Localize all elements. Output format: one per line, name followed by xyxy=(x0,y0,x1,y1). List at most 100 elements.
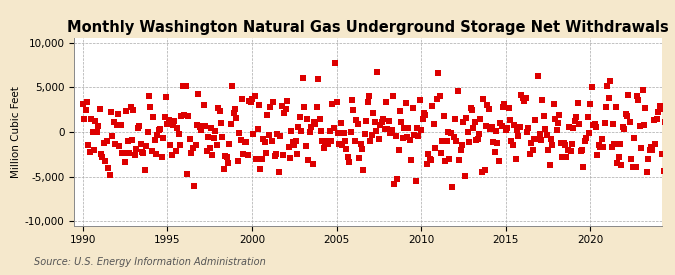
Point xyxy=(188,146,198,150)
Point xyxy=(265,105,275,109)
Point xyxy=(249,94,260,98)
Point xyxy=(595,145,605,149)
Point xyxy=(637,88,648,92)
Point xyxy=(520,95,531,100)
Point xyxy=(193,92,204,96)
Point xyxy=(100,159,111,163)
Point xyxy=(589,122,600,126)
Point xyxy=(300,144,311,148)
Point xyxy=(330,61,341,65)
Point xyxy=(221,154,232,159)
Point xyxy=(639,123,649,128)
Point xyxy=(246,97,257,101)
Point xyxy=(281,99,292,103)
Point xyxy=(413,134,424,138)
Point xyxy=(302,117,313,121)
Point xyxy=(596,137,607,141)
Point xyxy=(368,111,379,115)
Point xyxy=(433,70,443,75)
Point xyxy=(84,150,95,154)
Point xyxy=(288,139,298,144)
Point xyxy=(348,108,359,112)
Point xyxy=(602,84,613,88)
Point xyxy=(514,125,525,130)
Point xyxy=(315,117,325,121)
Point xyxy=(461,116,472,120)
Point xyxy=(206,126,217,131)
Point xyxy=(650,142,661,146)
Point xyxy=(375,123,385,127)
Point xyxy=(634,123,645,128)
Point xyxy=(579,139,590,144)
Point xyxy=(105,110,116,114)
Point xyxy=(412,126,423,131)
Point xyxy=(289,143,300,147)
Point xyxy=(162,121,173,126)
Point xyxy=(601,104,612,109)
Point xyxy=(624,120,635,125)
Point xyxy=(173,132,184,136)
Point xyxy=(294,115,305,120)
Point xyxy=(376,120,387,124)
Point xyxy=(647,147,658,152)
Point xyxy=(649,118,659,122)
Point xyxy=(530,118,541,123)
Point xyxy=(421,162,432,167)
Point xyxy=(355,142,366,147)
Point xyxy=(324,129,335,133)
Point xyxy=(567,142,578,146)
Point xyxy=(118,151,129,155)
Point xyxy=(404,138,415,142)
Point xyxy=(369,120,380,124)
Point xyxy=(387,93,398,98)
Point xyxy=(224,142,235,146)
Point xyxy=(153,127,164,132)
Point xyxy=(183,114,194,118)
Point xyxy=(303,158,314,162)
Point xyxy=(189,184,200,189)
Point xyxy=(646,144,657,149)
Point xyxy=(655,107,666,111)
Point xyxy=(591,125,601,130)
Point xyxy=(350,139,360,143)
Point xyxy=(458,119,469,124)
Point xyxy=(402,135,412,140)
Point xyxy=(529,137,539,141)
Point xyxy=(344,160,354,164)
Point xyxy=(527,148,538,152)
Point xyxy=(286,128,297,133)
Point xyxy=(437,139,448,144)
Point xyxy=(485,126,495,131)
Point xyxy=(245,100,256,104)
Point xyxy=(234,130,244,135)
Point xyxy=(337,143,348,147)
Point xyxy=(493,159,504,163)
Point xyxy=(403,126,414,130)
Point xyxy=(396,120,407,124)
Point xyxy=(341,147,352,151)
Point xyxy=(217,134,227,139)
Point xyxy=(95,107,105,112)
Point xyxy=(571,115,582,119)
Point xyxy=(598,145,609,149)
Point xyxy=(533,73,543,78)
Point xyxy=(124,150,134,155)
Point xyxy=(317,138,328,143)
Point xyxy=(513,134,524,138)
Point xyxy=(435,151,446,155)
Point xyxy=(110,142,121,147)
Point xyxy=(496,124,507,128)
Point xyxy=(306,125,317,129)
Point xyxy=(148,115,159,119)
Point xyxy=(495,121,506,125)
Point xyxy=(320,140,331,145)
Point xyxy=(632,94,643,98)
Point xyxy=(491,129,502,133)
Point xyxy=(218,166,229,171)
Point xyxy=(342,155,353,160)
Point xyxy=(426,158,437,163)
Point xyxy=(316,129,327,134)
Point xyxy=(444,157,455,161)
Point xyxy=(616,163,627,167)
Point xyxy=(431,97,442,101)
